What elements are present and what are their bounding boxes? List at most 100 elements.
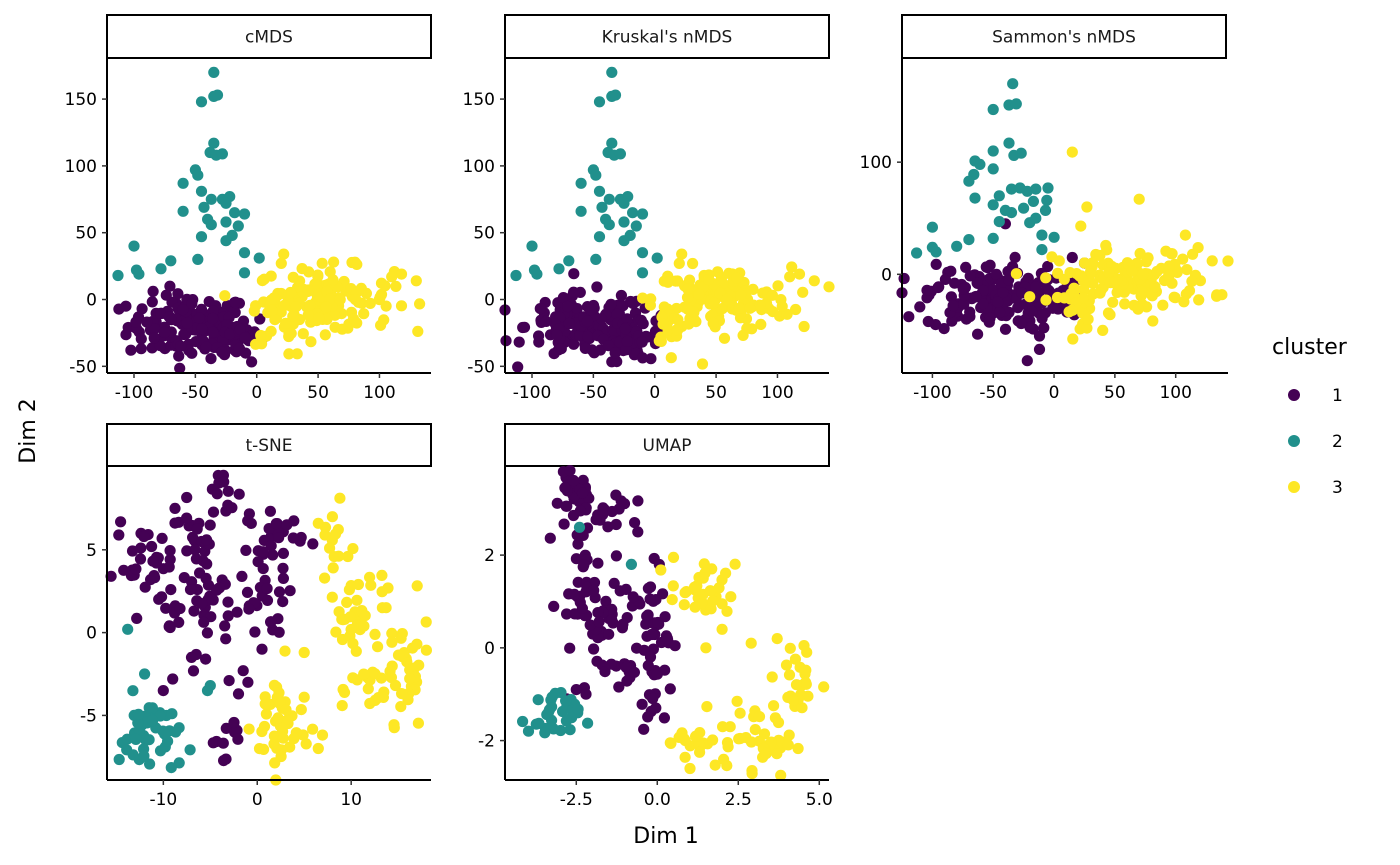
points xyxy=(105,469,432,786)
point-cluster-2 xyxy=(618,216,630,228)
point-cluster-3 xyxy=(388,722,400,734)
point-cluster-1 xyxy=(233,488,245,500)
point-cluster-3 xyxy=(688,581,701,593)
point-cluster-3 xyxy=(297,328,309,340)
legend: cluster 1 2 3 xyxy=(1272,335,1348,498)
point-cluster-3 xyxy=(664,737,676,749)
point-cluster-3 xyxy=(283,348,295,360)
point-cluster-1 xyxy=(277,596,289,608)
point-cluster-3 xyxy=(644,299,657,311)
point-cluster-3 xyxy=(767,306,779,318)
point-cluster-3 xyxy=(1193,294,1205,306)
point-cluster-2 xyxy=(147,714,159,727)
point-cluster-3 xyxy=(255,329,267,342)
y-tick-label: 5 xyxy=(86,541,97,561)
point-cluster-3 xyxy=(359,610,371,622)
point-cluster-2 xyxy=(930,246,942,258)
point-cluster-1 xyxy=(164,280,176,292)
point-cluster-3 xyxy=(395,632,407,644)
point-cluster-1 xyxy=(650,702,662,714)
point-cluster-3 xyxy=(1206,255,1218,267)
point-cluster-1 xyxy=(964,270,976,282)
x-tick-label: -100 xyxy=(513,383,552,403)
point-cluster-1 xyxy=(581,315,594,327)
point-cluster-3 xyxy=(783,729,795,741)
point-cluster-3 xyxy=(721,293,733,306)
point-cluster-3 xyxy=(699,567,711,579)
point-cluster-1 xyxy=(544,532,556,544)
point-cluster-1 xyxy=(945,265,957,277)
point-cluster-3 xyxy=(1222,255,1234,267)
point-cluster-1 xyxy=(135,333,147,345)
point-cluster-1 xyxy=(136,303,148,315)
point-cluster-1 xyxy=(165,314,177,326)
point-cluster-3 xyxy=(324,542,336,554)
points xyxy=(112,66,426,374)
point-cluster-1 xyxy=(957,283,969,295)
point-cluster-2 xyxy=(1005,207,1018,219)
point-cluster-1 xyxy=(222,485,234,497)
point-cluster-3 xyxy=(1010,268,1023,280)
point-cluster-1 xyxy=(207,737,219,749)
x-tick-label: 10 xyxy=(340,790,362,810)
point-cluster-3 xyxy=(1053,255,1065,267)
point-cluster-2 xyxy=(1007,78,1019,90)
point-cluster-3 xyxy=(684,762,696,775)
point-cluster-1 xyxy=(631,642,643,654)
point-cluster-1 xyxy=(582,330,594,343)
point-cluster-1 xyxy=(558,518,570,530)
point-cluster-3 xyxy=(327,562,339,574)
point-cluster-1 xyxy=(174,362,186,374)
point-cluster-3 xyxy=(676,248,688,260)
point-cluster-3 xyxy=(259,698,271,710)
point-cluster-1 xyxy=(588,584,600,597)
point-cluster-1 xyxy=(270,518,282,530)
point-cluster-3 xyxy=(1100,239,1112,252)
point-cluster-3 xyxy=(365,579,377,591)
point-cluster-1 xyxy=(559,482,571,494)
point-cluster-3 xyxy=(775,294,787,306)
point-cluster-1 xyxy=(534,303,546,315)
point-cluster-1 xyxy=(994,306,1006,318)
point-cluster-3 xyxy=(351,594,363,606)
point-cluster-1 xyxy=(611,308,623,320)
point-cluster-2 xyxy=(625,558,638,571)
point-cluster-1 xyxy=(172,288,184,300)
point-cluster-3 xyxy=(704,585,716,597)
y-tick-label: 0 xyxy=(86,291,97,311)
point-cluster-1 xyxy=(572,576,584,588)
point-cluster-1 xyxy=(138,530,150,543)
point-cluster-2 xyxy=(1036,244,1048,256)
x-tick-label: -50 xyxy=(181,383,209,403)
point-cluster-1 xyxy=(632,495,644,507)
y-tick-label: -2 xyxy=(478,732,495,752)
point-cluster-3 xyxy=(337,683,349,696)
x-tick-label: 0 xyxy=(649,383,660,403)
point-cluster-1 xyxy=(570,553,583,565)
point-cluster-3 xyxy=(722,741,734,753)
point-cluster-3 xyxy=(326,591,338,603)
point-cluster-3 xyxy=(298,691,310,703)
point-cluster-3 xyxy=(1081,322,1093,334)
point-cluster-1 xyxy=(135,343,147,355)
y-tick-label: 0 xyxy=(86,624,97,644)
point-cluster-2 xyxy=(195,96,208,108)
point-cluster-3 xyxy=(379,280,391,292)
point-cluster-2 xyxy=(951,240,963,252)
point-cluster-1 xyxy=(636,336,648,348)
point-cluster-1 xyxy=(193,312,205,324)
point-cluster-3 xyxy=(345,623,357,636)
point-cluster-1 xyxy=(1026,305,1038,317)
point-cluster-1 xyxy=(160,602,172,614)
point-cluster-3 xyxy=(1177,253,1189,265)
point-cluster-3 xyxy=(713,582,725,594)
point-cluster-2 xyxy=(208,66,220,78)
point-cluster-1 xyxy=(576,487,589,499)
point-cluster-3 xyxy=(277,732,289,744)
point-cluster-3 xyxy=(771,748,783,760)
point-cluster-3 xyxy=(395,300,408,312)
point-cluster-3 xyxy=(386,636,398,648)
point-cluster-3 xyxy=(689,601,701,613)
point-cluster-2 xyxy=(533,717,545,730)
point-cluster-2 xyxy=(531,268,543,280)
